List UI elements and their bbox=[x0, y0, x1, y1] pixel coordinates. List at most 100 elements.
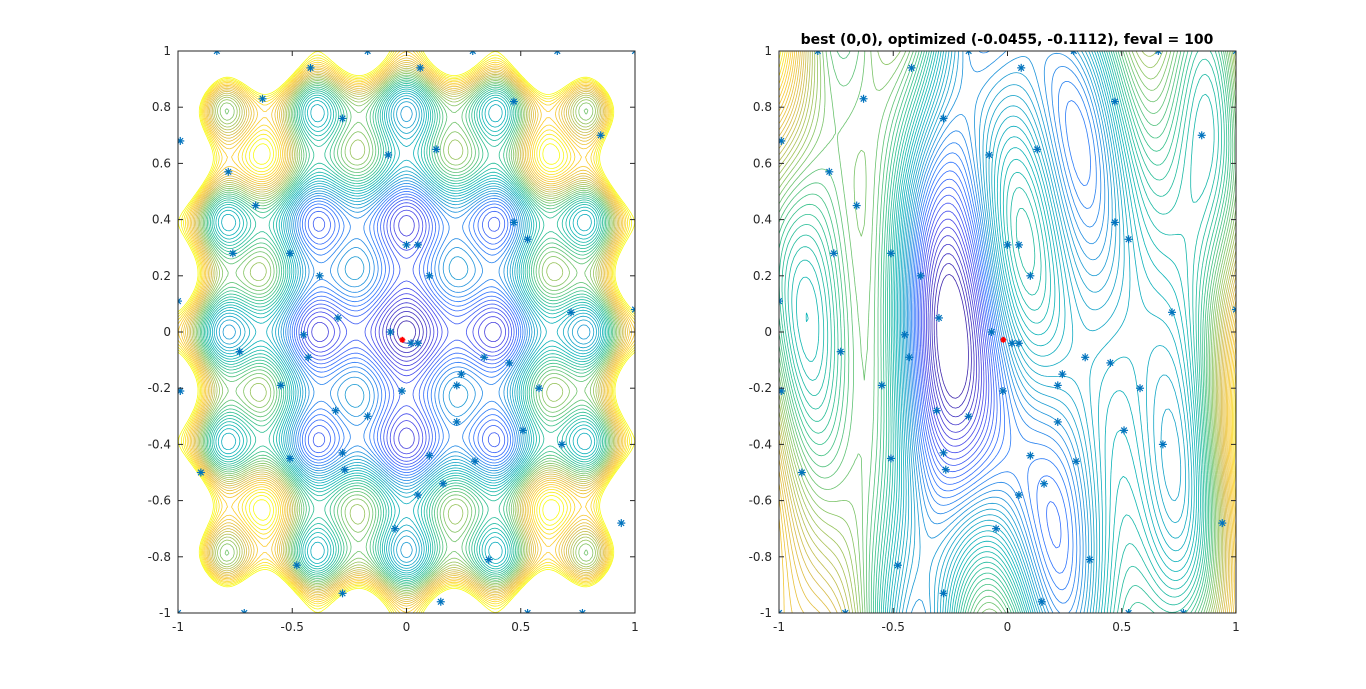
contour-level bbox=[779, 51, 1234, 613]
y-tick-label: 1 bbox=[764, 44, 772, 58]
contour-level bbox=[779, 51, 1235, 613]
contour-level bbox=[385, 306, 428, 358]
contour-level bbox=[898, 51, 1182, 613]
y-tick-label: 0.6 bbox=[753, 156, 772, 170]
sample-point bbox=[779, 297, 783, 306]
sample-point bbox=[992, 524, 1001, 533]
contour-level bbox=[303, 205, 510, 459]
contour-level bbox=[936, 274, 969, 399]
sample-point bbox=[397, 387, 406, 396]
sample-point bbox=[886, 454, 895, 463]
sample-point bbox=[1232, 51, 1236, 55]
sample-point bbox=[1197, 131, 1206, 140]
sample-point bbox=[1158, 440, 1167, 449]
sample-point bbox=[1003, 240, 1012, 249]
sample-point bbox=[557, 440, 566, 449]
contour-level bbox=[927, 235, 980, 433]
sample-point bbox=[251, 201, 260, 210]
contour-level bbox=[194, 71, 619, 593]
sample-point bbox=[178, 297, 182, 306]
sample-point bbox=[1026, 451, 1035, 460]
sample-point bbox=[468, 51, 477, 55]
sample-point bbox=[196, 468, 205, 477]
sample-point bbox=[877, 381, 886, 390]
y-tick-label: -1 bbox=[760, 606, 772, 620]
contour-level bbox=[779, 51, 1236, 613]
y-tick-label: 0 bbox=[163, 325, 171, 339]
sample-point bbox=[471, 457, 480, 466]
contour-level bbox=[178, 51, 635, 613]
sample-points-left bbox=[178, 51, 635, 613]
sample-point bbox=[413, 490, 422, 499]
sample-point bbox=[439, 479, 448, 488]
sample-point bbox=[425, 451, 434, 460]
sample-point bbox=[523, 235, 532, 244]
contour-level bbox=[929, 244, 977, 426]
sample-point bbox=[1053, 417, 1062, 426]
sample-point bbox=[1179, 609, 1188, 613]
contour-level bbox=[188, 64, 625, 600]
sample-point bbox=[178, 136, 185, 145]
contour-lines-left bbox=[178, 51, 635, 613]
sample-point bbox=[1014, 339, 1023, 348]
contour-level bbox=[190, 66, 623, 598]
contour-level bbox=[178, 51, 635, 613]
sample-point bbox=[900, 330, 909, 339]
sample-point bbox=[836, 347, 845, 356]
contour-level bbox=[909, 51, 1102, 613]
y-tick-label: 0.2 bbox=[152, 269, 171, 283]
contour-level bbox=[199, 78, 614, 586]
contour-panel-right: -1 -0.5 0 0.5 1 -1 -0.8 -0.6 -0.4 -0.2 0 0.2 0.4 0.6 0… bbox=[749, 32, 1240, 634]
sample-point bbox=[1124, 235, 1133, 244]
contour-level bbox=[912, 100, 1091, 591]
sample-point bbox=[413, 240, 422, 249]
sample-point bbox=[338, 448, 347, 457]
contour-level bbox=[779, 51, 1230, 613]
contour-level bbox=[213, 95, 600, 569]
best-point-left bbox=[399, 336, 406, 343]
y-tick-label: -1 bbox=[159, 606, 171, 620]
sample-point bbox=[432, 145, 441, 154]
y-tick-label: -0.2 bbox=[148, 381, 171, 395]
contour-level bbox=[907, 51, 1109, 613]
sample-point bbox=[1040, 479, 1049, 488]
sample-point bbox=[631, 305, 635, 314]
contour-level bbox=[307, 209, 506, 455]
contour-level bbox=[889, 51, 1195, 613]
sample-point bbox=[509, 218, 518, 227]
sample-point bbox=[1081, 353, 1090, 362]
sample-point bbox=[505, 358, 514, 367]
contour-level bbox=[181, 54, 632, 610]
sample-point bbox=[932, 406, 941, 415]
sample-point bbox=[987, 328, 996, 336]
contour-level bbox=[183, 57, 630, 607]
sample-point bbox=[386, 328, 395, 336]
contour-panel-left: -1 -0.5 0 0.5 1 -1 -0.8 -0.6 -0.4 -0.2 0 0.2 0.4 0.6 0… bbox=[148, 44, 639, 634]
best-point-right bbox=[1000, 336, 1007, 343]
sample-point bbox=[535, 384, 544, 393]
contour-level bbox=[178, 51, 635, 613]
contour-level bbox=[191, 67, 622, 597]
sample-point bbox=[240, 609, 249, 613]
ticks-right: -1 -0.5 0 0.5 1 -1 -0.8 -0.6 -0.4 -0.2 0 0.2 0.4 0.6 0… bbox=[749, 44, 1240, 634]
sample-point bbox=[905, 353, 914, 362]
sample-point bbox=[829, 249, 838, 258]
contour-level bbox=[211, 92, 602, 572]
contour-level bbox=[178, 51, 635, 613]
sample-point bbox=[578, 609, 587, 613]
sample-points-right bbox=[779, 51, 1236, 613]
y-tick-label: -0.6 bbox=[749, 494, 772, 508]
sample-point bbox=[519, 426, 528, 435]
sample-point bbox=[315, 271, 324, 280]
x-tick-label: -0.5 bbox=[281, 620, 304, 634]
sample-point bbox=[916, 271, 925, 280]
sample-point bbox=[416, 63, 425, 72]
sample-point bbox=[841, 609, 850, 613]
sample-point bbox=[258, 94, 267, 103]
contour-level bbox=[779, 51, 1236, 613]
sample-point bbox=[813, 51, 822, 55]
contour-level bbox=[208, 88, 605, 576]
sample-point bbox=[779, 136, 786, 145]
sample-point bbox=[1008, 339, 1017, 348]
sample-point bbox=[523, 609, 532, 613]
